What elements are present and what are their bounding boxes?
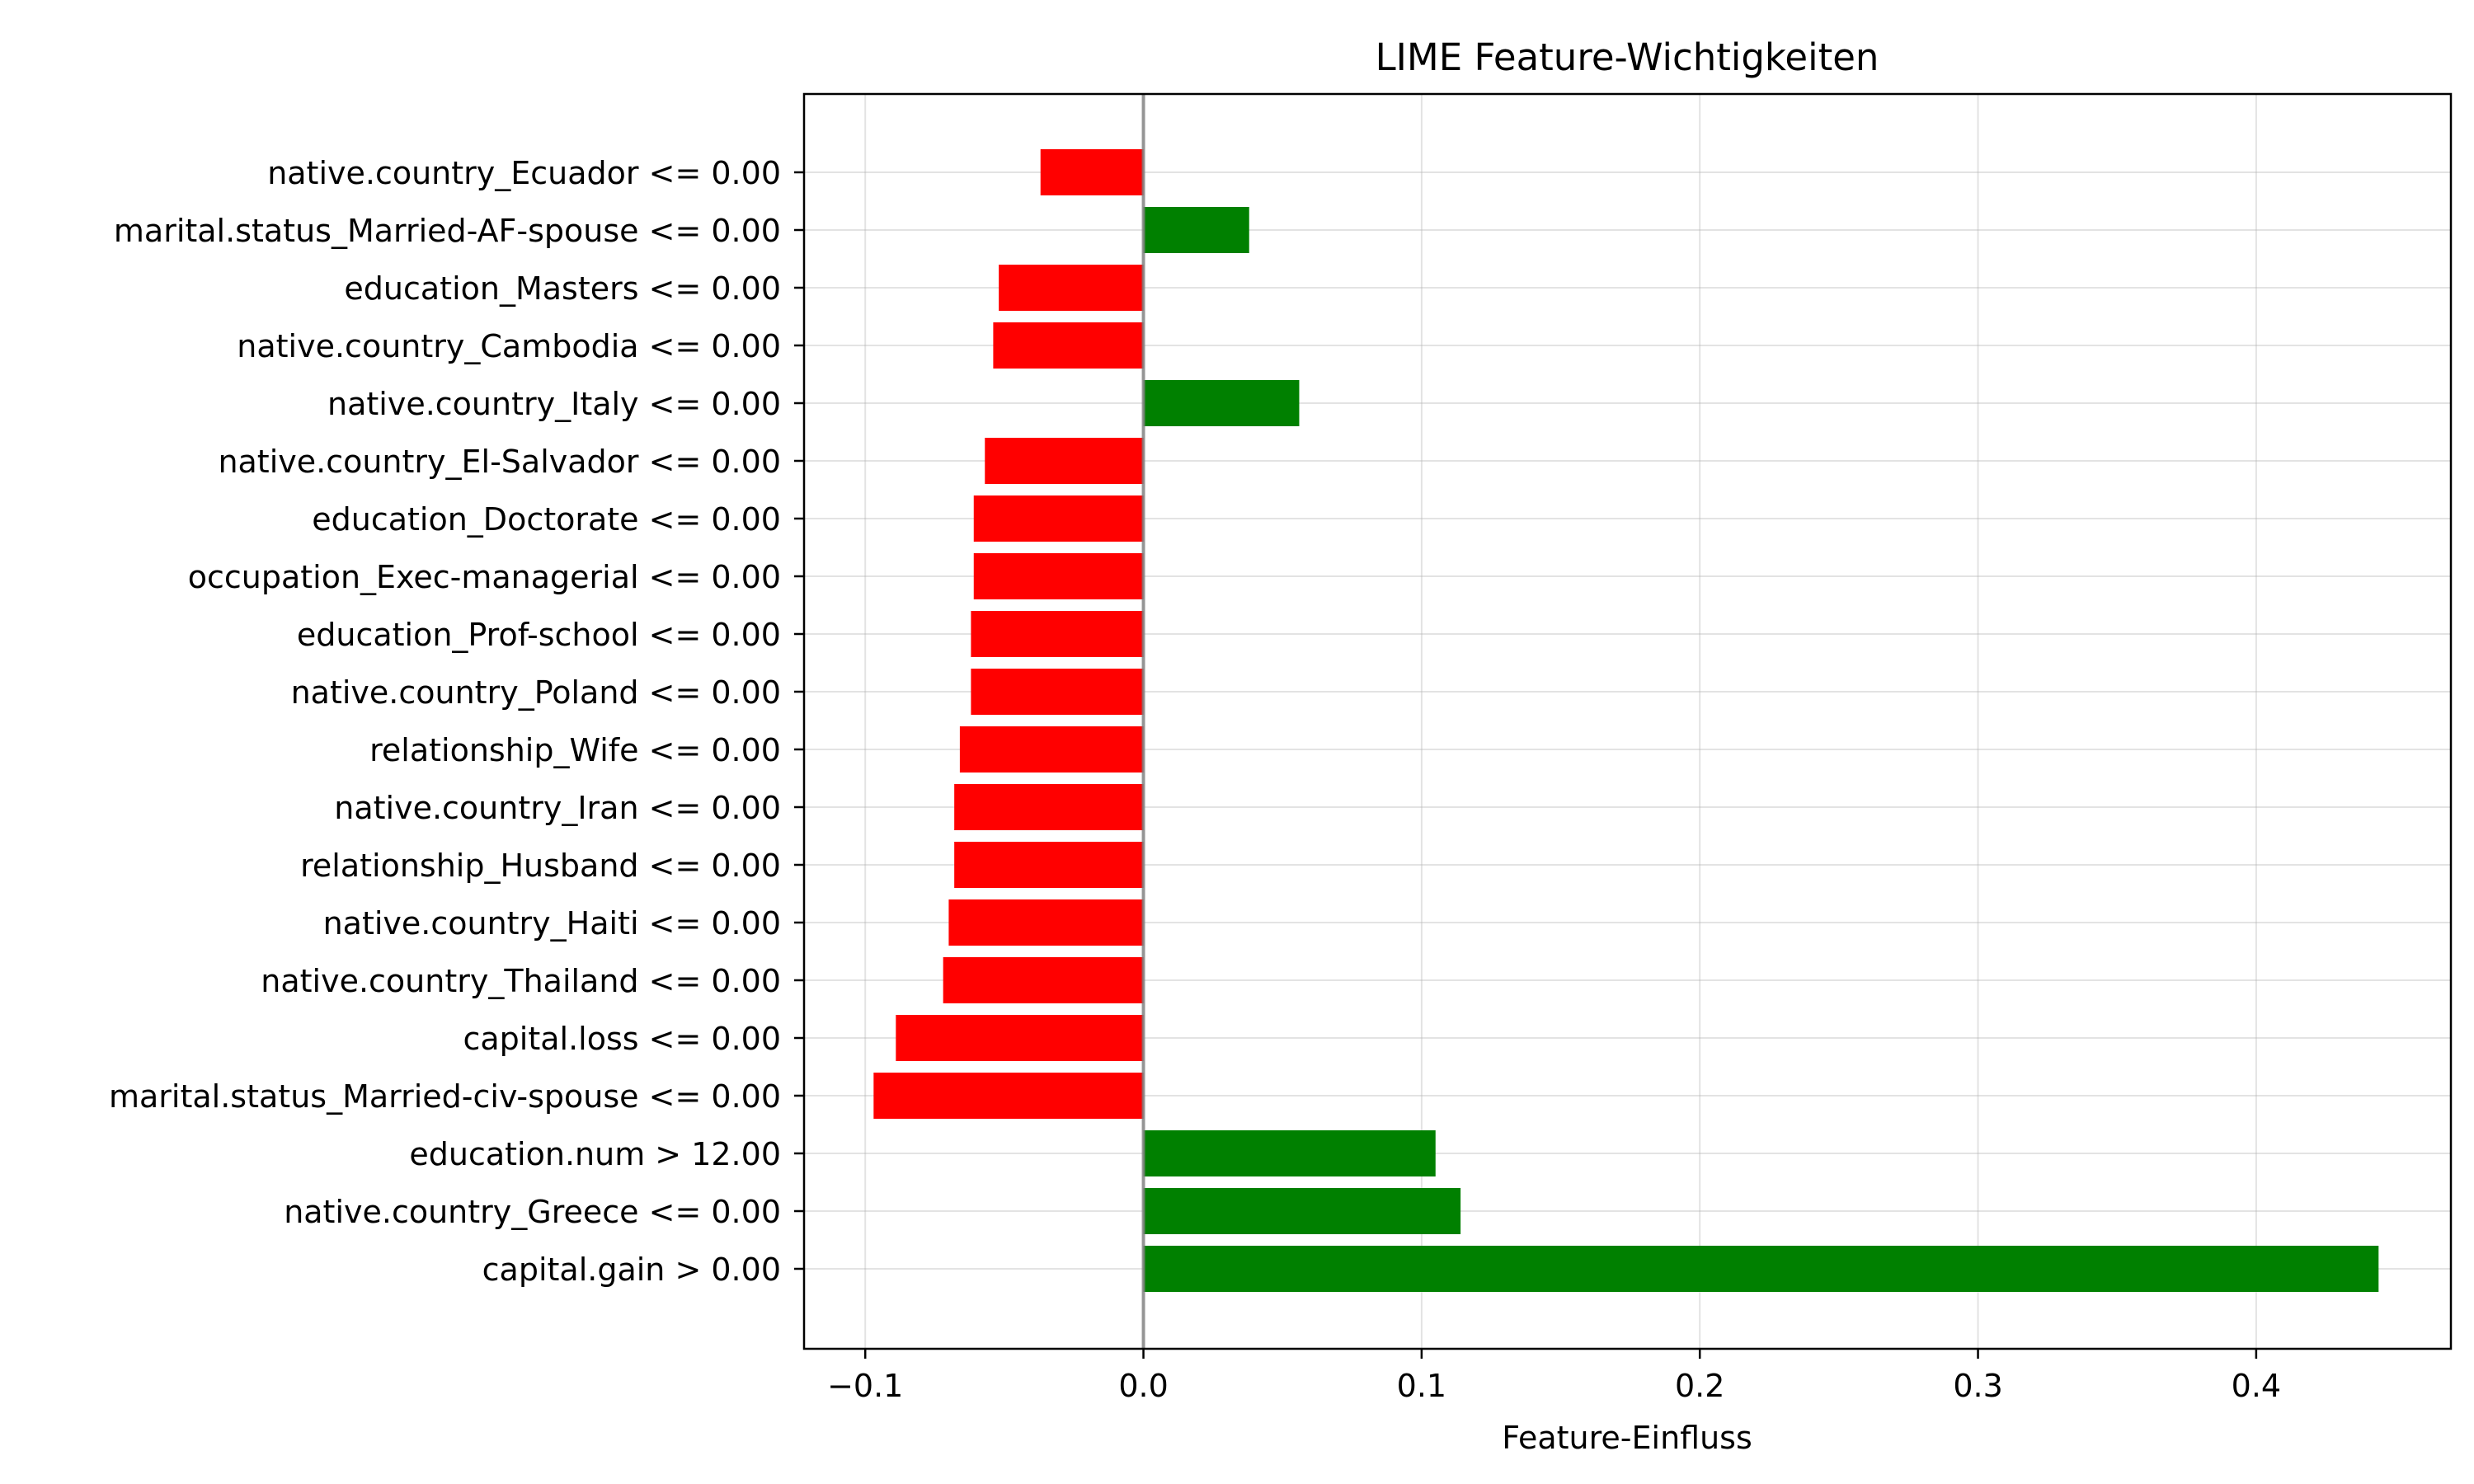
bar — [993, 322, 1144, 369]
bar — [954, 842, 1144, 888]
x-tick-label: −0.1 — [827, 1368, 903, 1404]
y-tick-label: relationship_Wife <= 0.00 — [369, 732, 781, 768]
bar — [1143, 1130, 1436, 1176]
bar — [1040, 149, 1144, 195]
plot-frame — [802, 92, 2453, 1350]
bar — [873, 1073, 1144, 1119]
y-tick-label: native.country_Ecuador <= 0.00 — [267, 155, 781, 191]
y-tick-label: native.country_El-Salvador <= 0.00 — [218, 444, 781, 480]
y-tick-label: education.num > 12.00 — [409, 1136, 781, 1172]
y-tick-label: marital.status_Married-civ-spouse <= 0.0… — [109, 1078, 781, 1115]
y-tick-label: native.country_Haiti <= 0.00 — [323, 905, 781, 942]
x-tick-label: 0.2 — [1675, 1368, 1724, 1404]
y-tick-label: native.country_Thailand <= 0.00 — [261, 963, 781, 999]
x-axis-label: Feature-Einfluss — [1502, 1420, 1752, 1456]
y-tick-label: native.country_Cambodia <= 0.00 — [237, 328, 781, 364]
y-tick-label: marital.status_Married-AF-spouse <= 0.00 — [114, 213, 781, 249]
bar — [896, 1015, 1144, 1061]
y-tick-label: native.country_Poland <= 0.00 — [291, 674, 781, 711]
x-axis: −0.1 0.0 0.1 0.2 0.3 0.4 — [827, 1349, 2281, 1404]
y-tick-label: education_Doctorate <= 0.00 — [312, 501, 781, 538]
bar — [959, 726, 1144, 773]
bar — [985, 438, 1144, 484]
x-tick-label: 0.4 — [2232, 1368, 2281, 1404]
bar — [1143, 1188, 1461, 1234]
y-tick-label: capital.gain > 0.00 — [482, 1252, 781, 1288]
y-tick-label: relationship_Husband <= 0.00 — [300, 848, 781, 884]
x-tick-label: 0.0 — [1118, 1368, 1168, 1404]
bar-layer — [873, 149, 2379, 1292]
bar — [999, 265, 1144, 311]
bar — [971, 669, 1144, 715]
y-tick-label: capital.loss <= 0.00 — [463, 1021, 781, 1057]
y-tick-label: education_Masters <= 0.00 — [344, 270, 781, 307]
bar — [948, 899, 1144, 946]
bar — [943, 957, 1144, 1003]
y-tick-label: native.country_Greece <= 0.00 — [284, 1194, 781, 1230]
x-tick-label: 0.3 — [1953, 1368, 2002, 1404]
x-tick-label: 0.1 — [1397, 1368, 1446, 1404]
y-tick-label: native.country_Iran <= 0.00 — [334, 790, 781, 826]
y-axis: native.country_Ecuador <= 0.00 marital.st… — [109, 155, 804, 1288]
bar — [1143, 207, 1249, 253]
bar — [1143, 380, 1300, 426]
bar — [971, 611, 1144, 657]
bar — [973, 495, 1144, 542]
bar — [1143, 1246, 2379, 1292]
bar — [973, 553, 1144, 599]
y-tick-label: native.country_Italy <= 0.00 — [327, 386, 781, 422]
y-tick-label: occupation_Exec-managerial <= 0.00 — [188, 559, 781, 595]
bar — [954, 784, 1144, 830]
y-tick-label: education_Prof-school <= 0.00 — [297, 617, 781, 653]
chart-title: LIME Feature-Wichtigkeiten — [1376, 35, 1879, 79]
